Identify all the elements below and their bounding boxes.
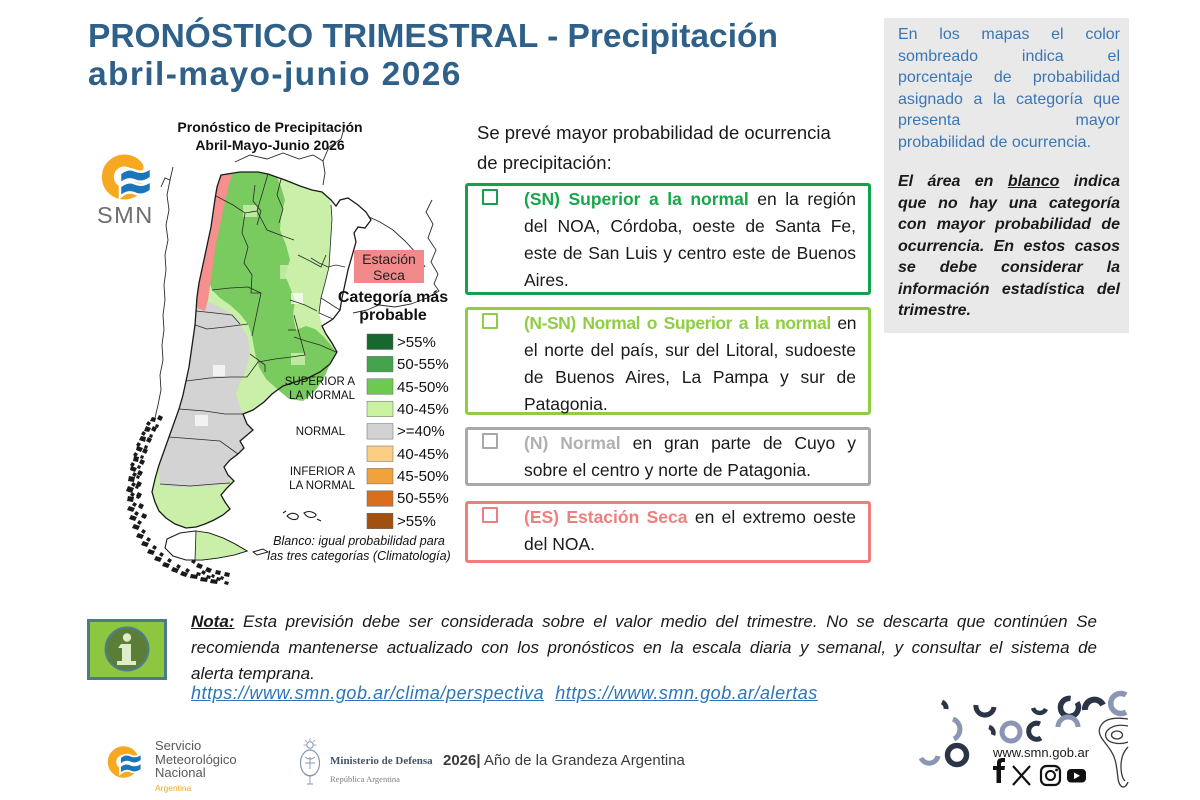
svg-text:NORMAL: NORMAL <box>296 426 346 438</box>
svg-text:LA NORMAL: LA NORMAL <box>289 390 355 402</box>
svg-text:>55%: >55% <box>397 513 436 530</box>
svg-text:50-55%: 50-55% <box>397 356 449 373</box>
svg-text:Estación: Estación <box>362 251 416 267</box>
svg-text:probable: probable <box>359 307 427 324</box>
svg-text:LA NORMAL: LA NORMAL <box>289 480 355 492</box>
svg-text:SMN: SMN <box>97 202 154 228</box>
svg-text:las tres categorías (Climatolo: las tres categorías (Climatología) <box>267 549 450 563</box>
svg-text:50-55%: 50-55% <box>397 490 449 507</box>
svg-text:Categoría más: Categoría más <box>338 289 448 306</box>
svg-text:40-45%: 40-45% <box>397 401 449 418</box>
svg-text:INFERIOR A: INFERIOR A <box>290 466 356 478</box>
svg-text:40-45%: 40-45% <box>397 446 449 463</box>
svg-text:Blanco: igual probabilidad par: Blanco: igual probabilidad para <box>273 534 445 548</box>
svg-text:>=40%: >=40% <box>397 423 445 440</box>
svg-text:Seca: Seca <box>373 267 405 283</box>
svg-text:SUPERIOR A: SUPERIOR A <box>285 376 356 388</box>
svg-text:>55%: >55% <box>397 334 436 351</box>
svg-text:45-50%: 45-50% <box>397 468 449 485</box>
svg-text:45-50%: 45-50% <box>397 379 449 396</box>
